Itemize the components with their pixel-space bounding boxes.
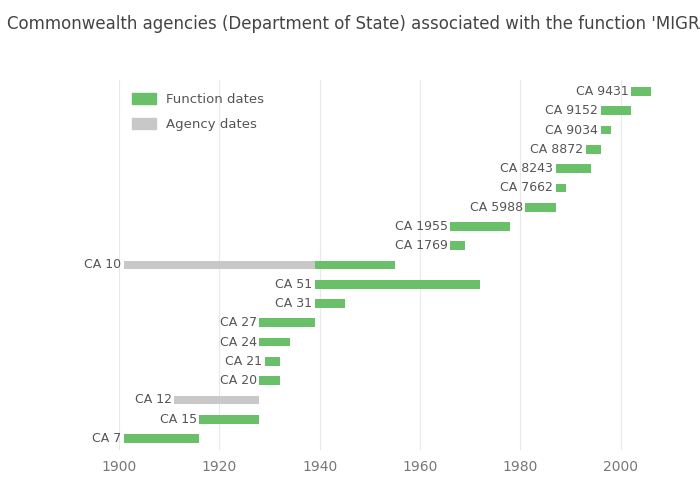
Text: CA 9152: CA 9152 (545, 104, 598, 118)
Text: CA 21: CA 21 (225, 355, 262, 368)
Text: CA 8872: CA 8872 (530, 143, 583, 156)
Legend: Function dates, Agency dates: Function dates, Agency dates (125, 86, 271, 138)
Text: CA 31: CA 31 (275, 297, 312, 310)
Text: CA 9034: CA 9034 (545, 124, 598, 136)
Text: CA 8243: CA 8243 (500, 162, 553, 175)
Bar (315, 299, 345, 308)
Bar (260, 376, 279, 385)
Bar (556, 184, 566, 192)
Bar (124, 434, 200, 443)
Bar (586, 145, 601, 154)
Text: CA 7: CA 7 (92, 432, 122, 445)
Bar (450, 222, 510, 231)
Text: CA 51: CA 51 (275, 278, 312, 291)
Text: CA 9431: CA 9431 (575, 85, 629, 98)
Text: CA 1955: CA 1955 (395, 220, 448, 233)
Bar (315, 260, 395, 270)
Text: Commonwealth agencies (Department of State) associated with the function 'MIGRAT: Commonwealth agencies (Department of Sta… (7, 15, 700, 33)
Bar (199, 415, 260, 424)
Bar (556, 164, 591, 173)
Bar (260, 318, 315, 327)
Bar (526, 203, 556, 211)
Text: CA 10: CA 10 (85, 258, 122, 272)
Bar (265, 357, 279, 366)
Text: CA 7662: CA 7662 (500, 182, 553, 194)
Text: CA 12: CA 12 (134, 394, 172, 406)
Text: CA 24: CA 24 (220, 336, 257, 348)
Text: CA 5988: CA 5988 (470, 200, 523, 213)
Text: CA 27: CA 27 (220, 316, 257, 330)
Bar (631, 87, 651, 96)
Bar (601, 106, 631, 115)
Text: CA 20: CA 20 (220, 374, 257, 387)
Text: CA 15: CA 15 (160, 412, 197, 426)
Bar (450, 242, 466, 250)
Bar (601, 126, 610, 134)
Bar (260, 338, 290, 346)
Bar (174, 396, 260, 404)
Text: CA 1769: CA 1769 (395, 239, 448, 252)
Bar (315, 280, 480, 288)
Bar (124, 260, 315, 270)
